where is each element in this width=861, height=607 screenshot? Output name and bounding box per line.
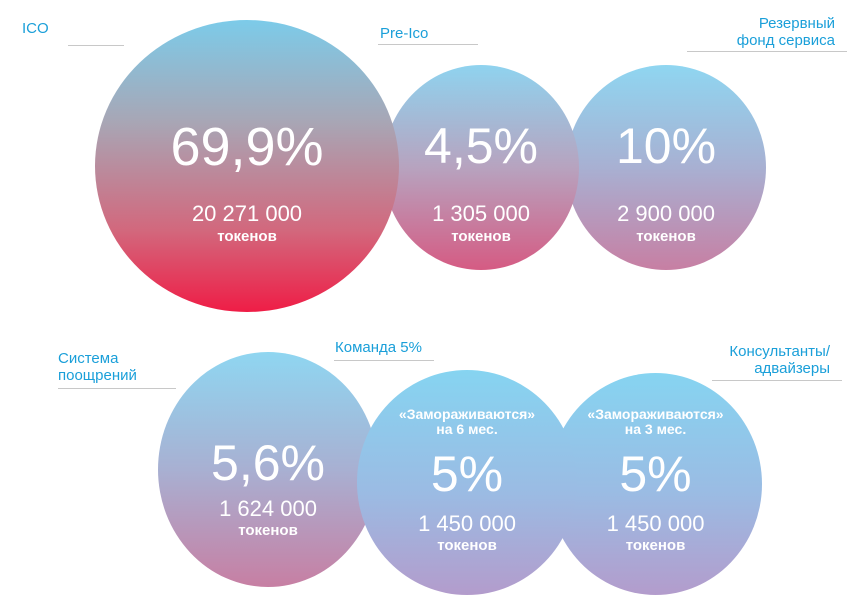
bubble-ico-tokens: 20 271 000 (191, 201, 303, 226)
bubble-preico: 4,5% 1 305 000 токенов (383, 65, 579, 270)
bubble-team: «Замораживаются» на 6 мес. 5% 1 450 000 … (357, 370, 577, 595)
ico-leader-line (68, 45, 124, 46)
bubble-rewards: 5,6% 1 624 000 токенов (158, 352, 378, 587)
bubble-ico-unit: токенов (217, 228, 277, 245)
advisors-label: Консультанты/ адвайзеры (690, 343, 830, 377)
bubble-advisors-unit: токенов (625, 537, 686, 554)
bubble-ico: 69,9% 20 271 000 токенов (95, 20, 399, 312)
rewards-label: Система поощрений (58, 350, 137, 384)
bubble-rewards-unit: токенов (238, 522, 298, 539)
bubble-team-note: «Замораживаются» на 6 мес. (357, 407, 577, 437)
bubble-advisors-tokens: 1 450 000 (606, 511, 705, 536)
bubble-preico-unit: токенов (451, 228, 511, 245)
team-label: Команда 5% (335, 339, 422, 356)
preico-label: Pre-Ico (380, 25, 429, 42)
rewards-label-line-2: поощрений (58, 367, 137, 384)
bubble-reserve-percent: 10% (615, 118, 717, 174)
bubble-team-percent: 5% (430, 446, 504, 502)
advisors-leader-line (712, 380, 842, 381)
bubble-team-note-line-1: «Замораживаются» (398, 406, 536, 422)
bubble-team-unit: токенов (437, 537, 497, 554)
bubble-advisors: «Замораживаются» на 3 мес. 5% 1 450 000 … (549, 373, 762, 595)
bubble-rewards-tokens: 1 624 000 (219, 496, 317, 521)
advisors-label-line-1: Консультанты/ (729, 343, 830, 360)
bubble-preico-percent: 4,5% (424, 118, 538, 174)
bubble-advisors-note-line-2: на 3 мес. (624, 421, 687, 437)
preico-leader-line (378, 44, 478, 45)
bubble-team-tokens: 1 450 000 (418, 511, 516, 536)
bubble-preico-tokens: 1 305 000 (432, 201, 530, 226)
reserve-label-line-1: Резервный (758, 15, 835, 32)
bubble-rewards-percent: 5,6% (211, 435, 325, 491)
advisors-label-line-2: адвайзеры (754, 360, 830, 377)
bubble-advisors-note-line-1: «Замораживаются» (587, 406, 724, 422)
bubble-advisors-percent: 5% (619, 446, 692, 502)
rewards-label-line-1: Система (58, 350, 119, 367)
reserve-label-line-2: фонд сервиса (736, 32, 835, 49)
reserve-leader-line (687, 51, 847, 52)
rewards-leader-line (58, 388, 176, 389)
team-leader-line (334, 360, 434, 361)
bubble-reserve-unit: токенов (636, 228, 696, 245)
bubble-team-note-line-2: на 6 мес. (436, 421, 498, 437)
bubble-advisors-note: «Замораживаются» на 3 мес. (549, 407, 762, 437)
ico-label: ICO (22, 20, 49, 37)
bubble-ico-percent: 69,9% (170, 117, 324, 177)
bubble-reserve-tokens: 2 900 000 (617, 201, 715, 226)
bubble-reserve: 10% 2 900 000 токенов (566, 65, 766, 270)
reserve-label: Резервный фонд сервиса (700, 15, 835, 49)
